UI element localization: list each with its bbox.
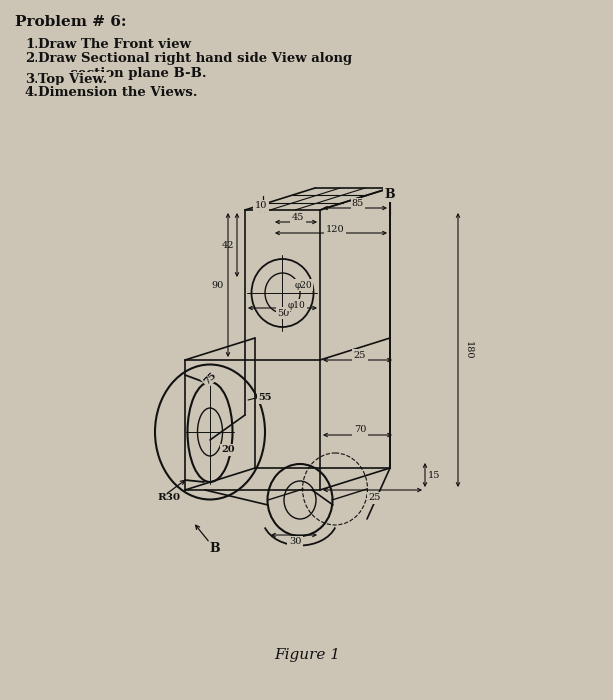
Text: Draw Sectional right hand side View along
       section plane B-B.: Draw Sectional right hand side View alon… — [38, 52, 352, 80]
Text: 1.: 1. — [25, 38, 39, 51]
Text: 20: 20 — [221, 445, 235, 454]
Text: 3.: 3. — [25, 73, 39, 86]
Text: R30: R30 — [157, 494, 180, 503]
Text: 2.: 2. — [25, 52, 39, 65]
Text: 42: 42 — [222, 241, 234, 249]
Text: Dimension the Views.: Dimension the Views. — [38, 86, 197, 99]
Text: 4.: 4. — [25, 86, 39, 99]
Text: Problem # 6:: Problem # 6: — [15, 15, 126, 29]
Text: 120: 120 — [326, 225, 345, 234]
Text: B: B — [385, 188, 395, 200]
Text: 10: 10 — [255, 202, 267, 211]
Text: Top View.: Top View. — [38, 73, 107, 86]
Text: B: B — [210, 542, 220, 554]
Text: 70: 70 — [354, 426, 366, 435]
Text: 180: 180 — [463, 341, 473, 359]
Text: 50: 50 — [277, 309, 289, 318]
Text: Draw The Front view: Draw The Front view — [38, 38, 191, 51]
Text: Figure 1: Figure 1 — [274, 648, 340, 662]
Text: 55: 55 — [258, 393, 272, 402]
Text: 85: 85 — [352, 199, 364, 209]
Text: φ10: φ10 — [287, 300, 305, 309]
Text: 75: 75 — [202, 370, 218, 386]
Text: 25: 25 — [354, 351, 366, 360]
Text: 15: 15 — [428, 470, 440, 480]
Text: 25: 25 — [369, 494, 381, 503]
Text: 90: 90 — [212, 281, 224, 290]
Text: φ20: φ20 — [294, 281, 312, 290]
Text: 45: 45 — [292, 214, 304, 223]
Text: 30: 30 — [289, 538, 301, 547]
